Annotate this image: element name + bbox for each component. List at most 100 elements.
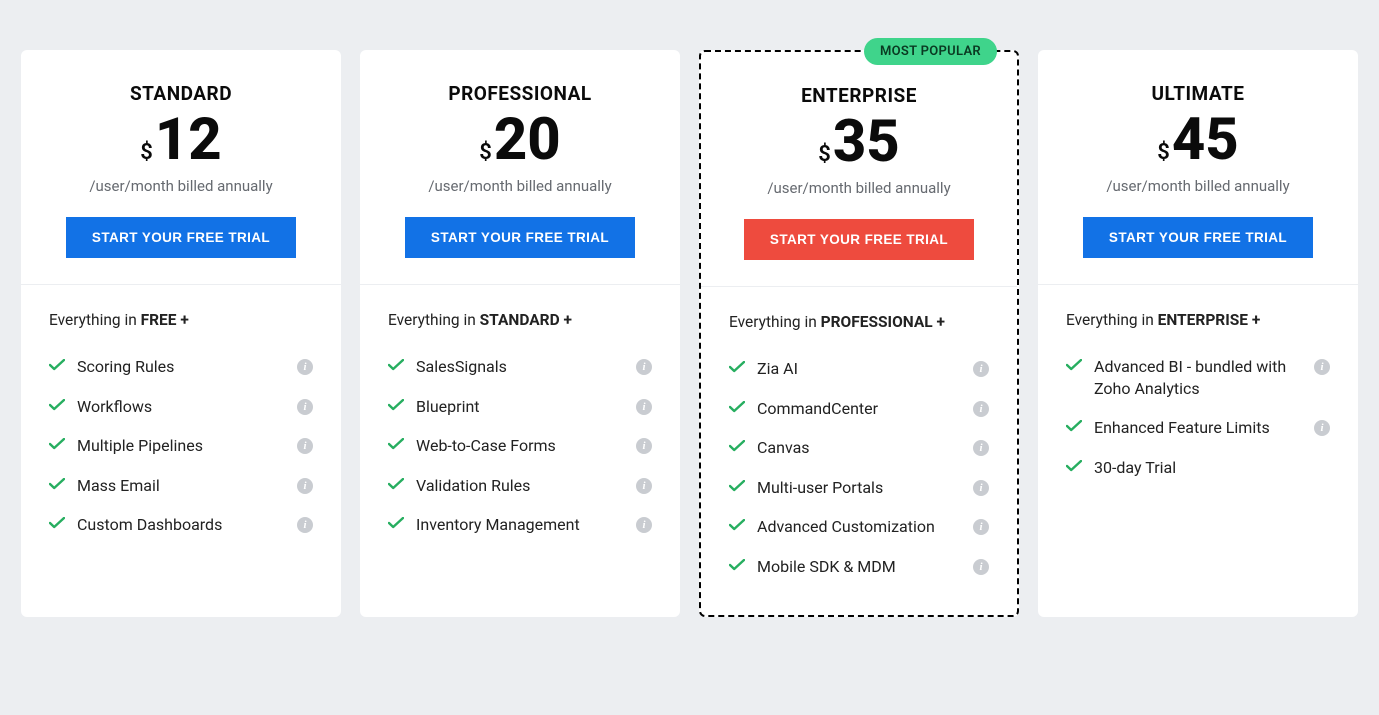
feature-item: Inventory Management i bbox=[388, 505, 652, 545]
inherits-prefix: Everything in bbox=[729, 313, 821, 331]
feature-item: Canvasi bbox=[729, 428, 989, 468]
check-icon bbox=[729, 440, 745, 452]
feature-item: Zia AI i bbox=[729, 349, 989, 389]
info-icon[interactable]: i bbox=[636, 478, 652, 494]
check-icon bbox=[729, 559, 745, 571]
inherits-plan: PROFESSIONAL + bbox=[821, 313, 945, 331]
plan-header: STANDARD$12/user/month billed annuallyST… bbox=[21, 50, 341, 285]
plan-name: PROFESSIONAL bbox=[384, 82, 656, 105]
info-icon[interactable]: i bbox=[297, 399, 313, 415]
check-icon bbox=[729, 361, 745, 373]
check-icon bbox=[1066, 359, 1082, 371]
inherits-label: Everything in PROFESSIONAL + bbox=[729, 313, 989, 331]
currency-symbol: $ bbox=[140, 140, 153, 165]
plan-card-ultimate: ULTIMATE $45/user/month billed annually ST… bbox=[1038, 50, 1358, 617]
info-icon[interactable]: i bbox=[297, 478, 313, 494]
plan-header: ULTIMATE $45/user/month billed annually ST… bbox=[1038, 50, 1358, 285]
info-icon[interactable]: i bbox=[636, 517, 652, 533]
feature-item: Custom Dashboards i bbox=[49, 505, 313, 545]
plan-card-enterprise: MOST POPULARENTERPRISE$35/user/month bil… bbox=[699, 50, 1019, 617]
plan-card-professional: PROFESSIONAL $20/user/month billed annual… bbox=[360, 50, 680, 617]
currency-symbol: $ bbox=[479, 140, 492, 165]
check-icon bbox=[388, 359, 404, 371]
check-icon bbox=[49, 478, 65, 490]
plan-body: Everything in STANDARD + SalesSignals i Blu… bbox=[360, 285, 680, 573]
feature-label: 30-day Trial bbox=[1094, 457, 1330, 479]
feature-label: Advanced Customization bbox=[757, 516, 961, 538]
billing-label: /user/month billed annually bbox=[384, 177, 656, 195]
info-icon[interactable]: i bbox=[973, 440, 989, 456]
start-trial-button[interactable]: START YOUR FREE TRIAL bbox=[66, 217, 296, 258]
inherits-label: Everything in STANDARD + bbox=[388, 311, 652, 329]
check-icon bbox=[49, 399, 65, 411]
price-value: 35 bbox=[833, 113, 900, 171]
plan-header: ENTERPRISE$35/user/month billed annually… bbox=[701, 52, 1017, 287]
check-icon bbox=[729, 519, 745, 531]
info-icon[interactable]: i bbox=[973, 401, 989, 417]
check-icon bbox=[388, 478, 404, 490]
check-icon bbox=[1066, 460, 1082, 472]
currency-symbol: $ bbox=[1157, 140, 1170, 165]
price-value: 45 bbox=[1172, 111, 1239, 169]
billing-label: /user/month billed annually bbox=[725, 179, 993, 197]
start-trial-button[interactable]: START YOUR FREE TRIAL bbox=[1083, 217, 1313, 258]
feature-label: Validation Rules bbox=[416, 475, 624, 497]
inherits-prefix: Everything in bbox=[49, 311, 141, 329]
feature-label: Zia AI bbox=[757, 358, 961, 380]
price-value: 20 bbox=[494, 111, 561, 169]
inherits-label: Everything in FREE + bbox=[49, 311, 313, 329]
feature-list: Advanced BI - bundled with Zoho Analytic… bbox=[1066, 347, 1330, 487]
feature-label: CommandCenter bbox=[757, 398, 961, 420]
price-line: $20 bbox=[384, 111, 656, 169]
start-trial-button[interactable]: START YOUR FREE TRIAL bbox=[405, 217, 635, 258]
info-icon[interactable]: i bbox=[636, 438, 652, 454]
info-icon[interactable]: i bbox=[973, 559, 989, 575]
info-icon[interactable]: i bbox=[636, 399, 652, 415]
check-icon bbox=[729, 480, 745, 492]
feature-label: Advanced BI - bundled with Zoho Analytic… bbox=[1094, 356, 1302, 399]
billing-label: /user/month billed annually bbox=[1062, 177, 1334, 195]
info-icon[interactable]: i bbox=[1314, 359, 1330, 375]
feature-label: SalesSignals bbox=[416, 356, 624, 378]
plan-name: ULTIMATE bbox=[1062, 82, 1334, 105]
info-icon[interactable]: i bbox=[973, 361, 989, 377]
feature-item: Mass Emaili bbox=[49, 466, 313, 506]
feature-label: Custom Dashboards bbox=[77, 514, 285, 536]
inherits-prefix: Everything in bbox=[1066, 311, 1158, 329]
start-trial-button[interactable]: START YOUR FREE TRIAL bbox=[744, 219, 974, 260]
feature-item: Advanced BI - bundled with Zoho Analytic… bbox=[1066, 347, 1330, 408]
feature-label: Inventory Management bbox=[416, 514, 624, 536]
inherits-plan: FREE + bbox=[141, 311, 189, 329]
check-icon bbox=[388, 438, 404, 450]
info-icon[interactable]: i bbox=[297, 359, 313, 375]
plan-header: PROFESSIONAL $20/user/month billed annual… bbox=[360, 50, 680, 285]
price-value: 12 bbox=[155, 111, 222, 169]
feature-item: Mobile SDK & MDMi bbox=[729, 547, 989, 587]
feature-item: Multi-user Portals i bbox=[729, 468, 989, 508]
feature-label: Blueprint bbox=[416, 396, 624, 418]
feature-label: Enhanced Feature Limits bbox=[1094, 417, 1302, 439]
info-icon[interactable]: i bbox=[636, 359, 652, 375]
feature-label: Canvas bbox=[757, 437, 961, 459]
price-line: $12 bbox=[45, 111, 317, 169]
feature-list: Zia AIiCommandCenteriCanvasiMulti-user P… bbox=[729, 349, 989, 587]
info-icon[interactable]: i bbox=[297, 517, 313, 533]
most-popular-badge: MOST POPULAR bbox=[864, 38, 997, 65]
currency-symbol: $ bbox=[818, 142, 831, 167]
feature-item: Scoring Rulesi bbox=[49, 347, 313, 387]
plan-body: Everything in PROFESSIONAL +Zia AIiComma… bbox=[701, 287, 1017, 615]
plan-name: STANDARD bbox=[45, 82, 317, 105]
check-icon bbox=[49, 517, 65, 529]
info-icon[interactable]: i bbox=[297, 438, 313, 454]
feature-list: SalesSignalsiBlueprintiWeb-to-Case Forms… bbox=[388, 347, 652, 545]
feature-item: Web-to-Case Formsi bbox=[388, 426, 652, 466]
feature-item: Advanced Customization i bbox=[729, 507, 989, 547]
feature-label: Multi-user Portals bbox=[757, 477, 961, 499]
price-line: $35 bbox=[725, 113, 993, 171]
check-icon bbox=[388, 399, 404, 411]
info-icon[interactable]: i bbox=[1314, 420, 1330, 436]
check-icon bbox=[388, 517, 404, 529]
info-icon[interactable]: i bbox=[973, 519, 989, 535]
feature-item: CommandCenter i bbox=[729, 389, 989, 429]
info-icon[interactable]: i bbox=[973, 480, 989, 496]
